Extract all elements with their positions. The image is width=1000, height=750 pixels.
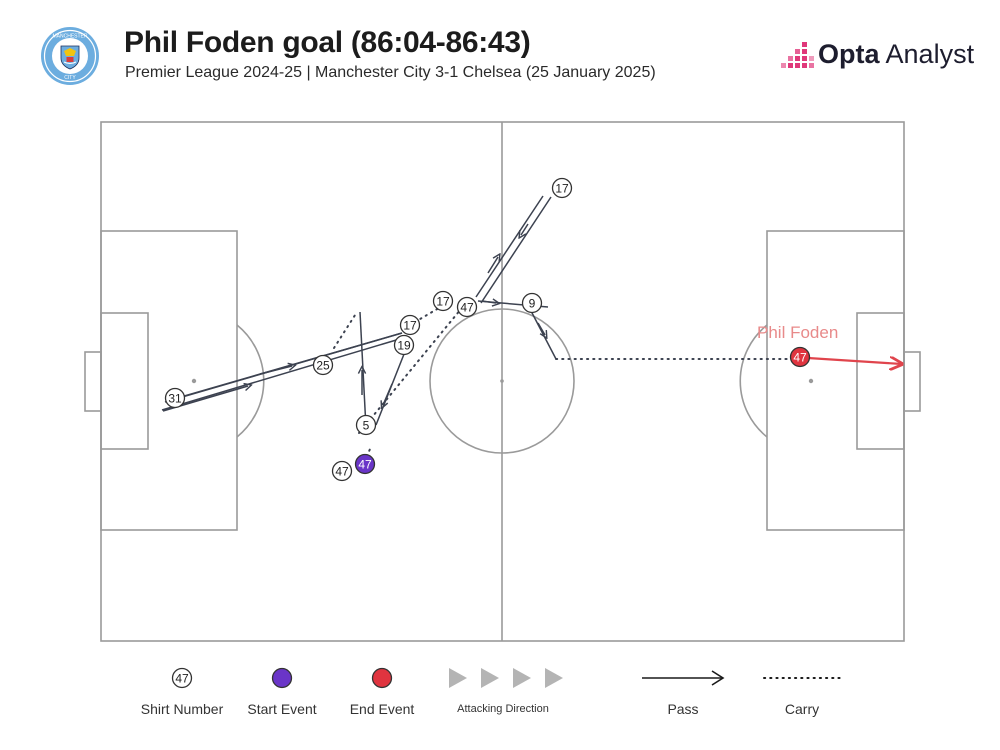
svg-text:47: 47 [175, 671, 189, 685]
svg-text:17: 17 [555, 181, 569, 195]
player-marker: 9 [521, 292, 543, 314]
pass-line [359, 311, 367, 429]
legend-start-event-label: Start Event [247, 701, 317, 717]
page-subtitle: Premier League 2024-25 | Manchester City… [125, 64, 656, 81]
svg-text:CITY: CITY [64, 75, 76, 81]
pitch-markings [84, 121, 921, 642]
player-marker: 31 [164, 387, 186, 409]
left-penalty-arc [236, 324, 265, 438]
pass-line [487, 257, 498, 274]
left-goal [84, 351, 102, 412]
manchester-city-crest-icon: MANCHESTER CITY [41, 27, 99, 85]
pass-line [281, 332, 403, 369]
carry-line [414, 304, 445, 323]
player-marker: 47 [456, 296, 478, 318]
player-marker: 19 [393, 334, 415, 356]
start-event-marker: 47 [354, 453, 376, 475]
svg-text:31: 31 [168, 391, 182, 405]
legend-carry-label: Carry [784, 701, 820, 717]
legend-pass-symbol [642, 670, 725, 686]
legend: 47 Shirt Number Start Event End Event At… [0, 660, 1000, 740]
pass-line [521, 223, 529, 235]
svg-text:47: 47 [358, 457, 372, 471]
pass-line [259, 366, 292, 375]
svg-text:25: 25 [316, 358, 330, 372]
right-penalty-area [766, 230, 905, 531]
page-title: Phil Foden goal (86:04-86:43) [124, 26, 531, 59]
end-event-marker: 47 [789, 346, 811, 368]
svg-text:19: 19 [397, 338, 411, 352]
legend-pass-label: Pass [667, 701, 699, 717]
passes [161, 195, 557, 429]
legend-end-event-symbol [371, 667, 393, 689]
legend-start-event-symbol [271, 667, 293, 689]
pass-line [529, 308, 557, 360]
legend-end-event-label: End Event [349, 701, 415, 717]
svg-text:5: 5 [363, 418, 370, 432]
svg-text:9: 9 [529, 296, 536, 310]
right-penalty-spot [808, 378, 814, 384]
brand-name: Opta Analyst [818, 39, 975, 69]
carry-line [333, 311, 358, 349]
opta-bars-logo-icon [781, 42, 814, 68]
legend-symbols: 47 [171, 667, 841, 689]
pass-line [480, 196, 552, 304]
left-penalty-spot [191, 378, 197, 384]
player-marker: 17 [399, 314, 421, 336]
opta-analyst-logo: Opta Analyst [780, 38, 974, 78]
svg-text:17: 17 [436, 294, 450, 308]
legend-shirt-number-symbol: 47 [171, 667, 193, 689]
pass-line [383, 383, 393, 405]
player-marker: 47 [331, 460, 353, 482]
header: MANCHESTER CITY Phil Foden goal (86:04-8… [0, 0, 1000, 110]
attacking-direction-icon [449, 668, 563, 688]
player-marker: 5 [355, 414, 377, 436]
svg-text:47: 47 [460, 300, 474, 314]
svg-text:17: 17 [403, 318, 417, 332]
player-marker: 17 [432, 290, 454, 312]
player-marker: 17 [551, 177, 573, 199]
svg-text:47: 47 [335, 464, 349, 478]
pass-line [537, 322, 545, 335]
right-six-yard-box [856, 312, 905, 450]
shot-line [807, 358, 902, 364]
pass-line [475, 195, 544, 298]
pass-line [161, 337, 404, 411]
player-markers: 17 47 17 9 17 19 25 31 [164, 177, 811, 482]
centre-spot [500, 379, 504, 383]
svg-text:MANCHESTER: MANCHESTER [52, 34, 87, 40]
right-goal [903, 351, 921, 412]
legend-attacking-direction-label: Attacking Direction [457, 703, 549, 715]
left-penalty-area [100, 230, 238, 531]
pass-line [481, 301, 496, 303]
legend-shirt-number-label: Shirt Number [140, 701, 224, 717]
svg-text:47: 47 [793, 350, 807, 364]
player-marker: 25 [312, 354, 334, 376]
right-penalty-arc [739, 324, 768, 438]
left-six-yard-box [100, 312, 149, 450]
centre-circle [429, 308, 575, 454]
player-label: Phil Foden [757, 323, 838, 342]
carry-line [358, 308, 462, 434]
pitch-spots [191, 378, 814, 384]
